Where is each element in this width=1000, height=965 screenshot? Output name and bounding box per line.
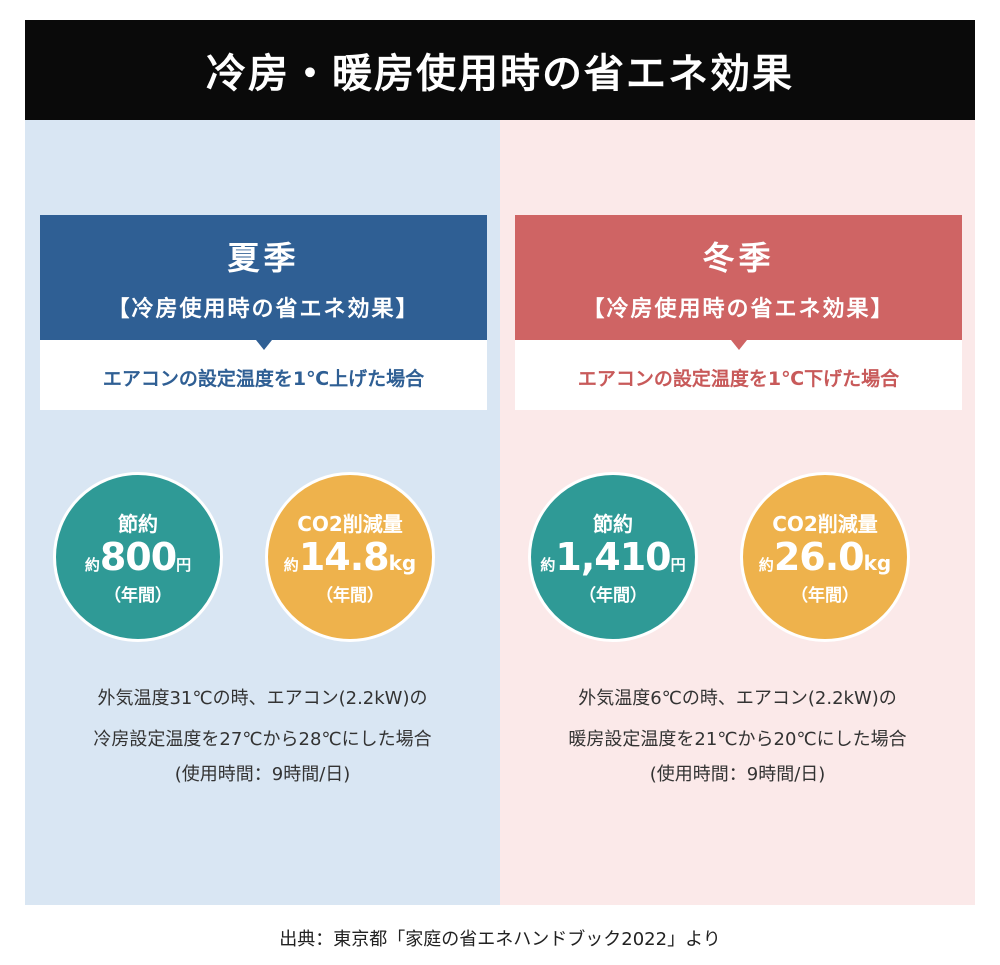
unit: kg <box>388 551 417 576</box>
note-line: (使用時間：9時間/日) <box>649 764 826 785</box>
page-title: 冷房・暖房使用時の省エネ効果 <box>25 20 975 120</box>
saving-value: 1,410 <box>555 535 671 580</box>
saving-circle: 節約 約800円 （年間） <box>53 472 223 642</box>
co2-label: CO2削減量 <box>297 512 403 537</box>
winter-header: 冬季 【冷房使用時の省エネ効果】 <box>515 215 962 350</box>
period: （年間） <box>579 585 647 606</box>
season-title: 夏季 <box>227 239 300 277</box>
co2-circle: CO2削減量 約14.8kg （年間） <box>265 472 435 642</box>
unit: 円 <box>670 556 686 575</box>
summer-card: 夏季 【冷房使用時の省エネ効果】 エアコンの設定温度を1℃上げた場合 <box>40 215 487 410</box>
period: （年間） <box>316 585 384 606</box>
note-line: 外気温度6℃の時、エアコン(2.2kW)の <box>578 688 897 709</box>
note-line: 外気温度31℃の時、エアコン(2.2kW)の <box>97 688 428 709</box>
prefix: 約 <box>540 556 556 575</box>
unit: kg <box>863 551 892 576</box>
winter-card: 冬季 【冷房使用時の省エネ効果】 エアコンの設定温度を1℃下げた場合 <box>515 215 962 410</box>
summer-notes: 外気温度31℃の時、エアコン(2.2kW)の 冷房設定温度を27℃から28℃にし… <box>25 678 500 790</box>
prefix: 約 <box>84 556 100 575</box>
period: （年間） <box>791 585 859 606</box>
season-subtitle: 【冷房使用時の省エネ効果】 <box>582 297 895 322</box>
condition-text: エアコンの設定温度を1℃上げた場合 <box>40 340 487 410</box>
condition-text: エアコンの設定温度を1℃下げた場合 <box>515 340 962 410</box>
saving-circle: 節約 約1,410円 （年間） <box>528 472 698 642</box>
co2-value: 14.8 <box>298 535 390 580</box>
winter-panel: 冬季 【冷房使用時の省エネ効果】 エアコンの設定温度を1℃下げた場合 節約 約1… <box>500 120 975 905</box>
summer-panel: 夏季 【冷房使用時の省エネ効果】 エアコンの設定温度を1℃上げた場合 節約 約8… <box>25 120 500 905</box>
note-line: 冷房設定温度を27℃から28℃にした場合 <box>93 729 432 750</box>
period: （年間） <box>104 585 172 606</box>
saving-value: 800 <box>99 535 177 580</box>
winter-notes: 外気温度6℃の時、エアコン(2.2kW)の 暖房設定温度を21℃から20℃にした… <box>500 678 975 790</box>
co2-value: 26.0 <box>773 535 865 580</box>
source-footer: 出典：東京都「家庭の省エネハンドブック2022」より <box>279 929 721 950</box>
note-line: (使用時間：9時間/日) <box>174 764 351 785</box>
season-subtitle: 【冷房使用時の省エネ効果】 <box>107 297 420 322</box>
co2-label: CO2削減量 <box>772 512 878 537</box>
co2-circle: CO2削減量 約26.0kg （年間） <box>740 472 910 642</box>
prefix: 約 <box>283 556 299 575</box>
note-line: 暖房設定温度を21℃から20℃にした場合 <box>568 729 907 750</box>
unit: 円 <box>176 556 192 575</box>
saving-label: 節約 <box>118 512 158 537</box>
prefix: 約 <box>758 556 774 575</box>
summer-header: 夏季 【冷房使用時の省エネ効果】 <box>40 215 487 350</box>
season-title: 冬季 <box>702 239 775 277</box>
saving-label: 節約 <box>593 512 633 537</box>
